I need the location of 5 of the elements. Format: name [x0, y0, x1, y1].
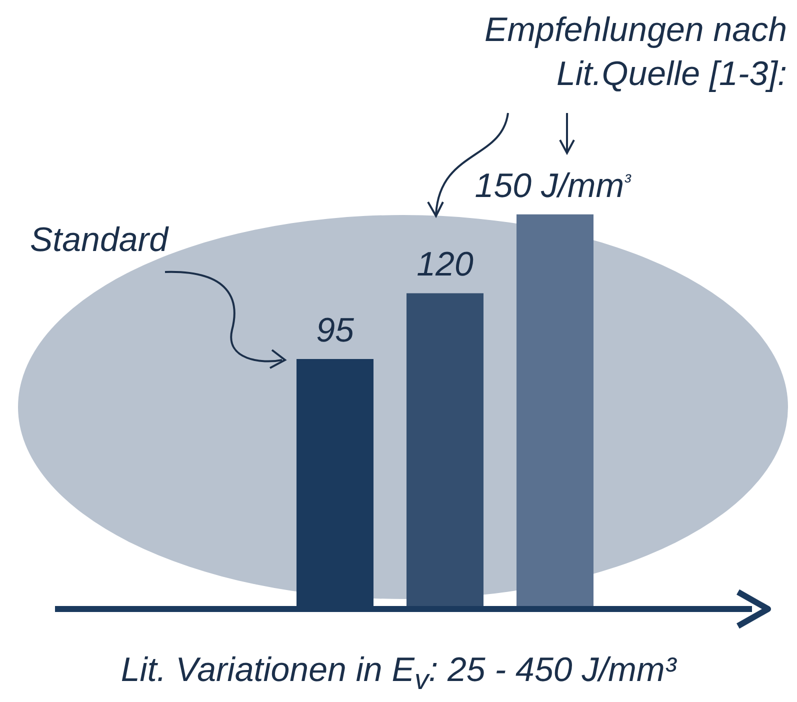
x-axis-title: Lit. Variationen in E$_{v}$: 25 - 450 J/mm³	[120, 650, 678, 698]
text: Empfehlungen nach Lit.Quelle [1-3]:	[484, 10, 787, 95]
text: Standard	[30, 220, 168, 260]
data-label: 120	[416, 246, 474, 284]
data-label: 95	[316, 311, 354, 350]
